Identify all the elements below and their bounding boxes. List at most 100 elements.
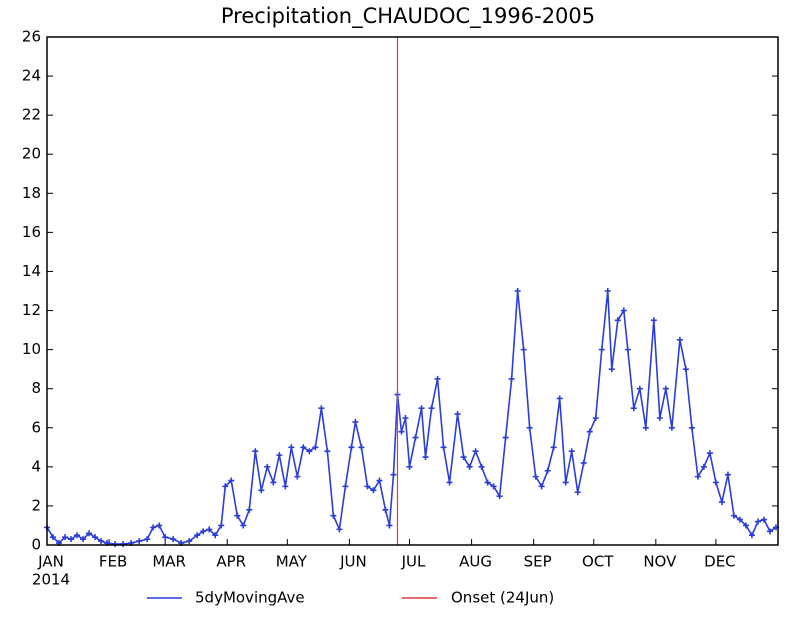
point-marker xyxy=(406,463,413,470)
point-marker xyxy=(276,452,283,459)
point-marker xyxy=(398,428,405,435)
point-marker xyxy=(636,385,643,392)
point-marker xyxy=(544,467,551,474)
point-marker xyxy=(288,444,295,451)
point-marker xyxy=(252,448,259,455)
point-marker xyxy=(502,434,509,441)
point-marker xyxy=(620,307,627,314)
point-marker xyxy=(376,477,383,484)
y-tick-label: 12 xyxy=(22,301,41,319)
point-marker xyxy=(218,522,225,529)
point-marker xyxy=(662,385,669,392)
point-marker xyxy=(562,479,569,486)
point-marker xyxy=(668,424,675,431)
chart-title: Precipitation_CHAUDOC_1996-2005 xyxy=(221,4,595,29)
point-marker xyxy=(200,528,207,535)
point-marker xyxy=(496,493,503,500)
point-marker xyxy=(650,317,657,324)
point-marker xyxy=(630,405,637,412)
point-marker xyxy=(246,506,253,513)
point-marker xyxy=(352,418,359,425)
point-marker xyxy=(754,518,761,525)
point-marker xyxy=(490,483,497,490)
point-marker xyxy=(526,424,533,431)
point-marker xyxy=(656,415,663,421)
point-marker xyxy=(466,463,473,470)
y-tick-label: 6 xyxy=(31,418,41,436)
point-marker xyxy=(342,483,349,490)
point-marker xyxy=(98,538,105,545)
x-tick-label: APR xyxy=(216,553,246,571)
point-marker xyxy=(760,516,767,523)
y-tick-label: 0 xyxy=(31,536,41,554)
point-marker xyxy=(156,522,163,529)
point-marker xyxy=(162,534,169,541)
point-marker xyxy=(144,536,151,543)
point-marker xyxy=(682,366,689,373)
point-marker xyxy=(336,526,343,533)
x-tick-label: MAR xyxy=(152,553,186,571)
point-marker xyxy=(422,454,429,461)
point-marker xyxy=(520,346,527,353)
point-marker xyxy=(598,346,605,353)
point-marker xyxy=(460,454,467,461)
point-marker xyxy=(386,522,393,529)
point-marker xyxy=(604,288,611,294)
x-tick-label: MAY xyxy=(276,553,308,571)
point-marker xyxy=(454,411,461,418)
y-tick-label: 8 xyxy=(31,379,41,397)
x-tick-label: FEB xyxy=(99,553,127,571)
point-marker xyxy=(724,471,731,478)
point-marker xyxy=(234,512,241,519)
plot-frame xyxy=(46,36,779,546)
point-marker xyxy=(318,405,325,412)
point-marker xyxy=(358,444,365,451)
point-marker xyxy=(706,450,713,457)
y-tick-label: 24 xyxy=(22,67,41,85)
point-marker xyxy=(514,288,521,294)
point-marker xyxy=(440,444,447,451)
point-marker xyxy=(700,463,707,470)
point-marker xyxy=(92,534,99,541)
point-marker xyxy=(306,448,313,455)
point-marker xyxy=(212,532,219,539)
point-marker xyxy=(68,536,75,543)
legend-label: 5dyMovingAve xyxy=(195,589,305,607)
point-marker xyxy=(614,317,621,324)
point-marker xyxy=(136,538,143,545)
point-marker xyxy=(556,395,563,402)
point-marker xyxy=(508,375,515,382)
point-marker xyxy=(86,530,93,537)
point-marker xyxy=(282,483,289,490)
point-marker xyxy=(186,538,193,545)
point-marker xyxy=(170,536,177,543)
y-tick-label: 22 xyxy=(22,106,41,124)
legend-label: Onset (24Jun) xyxy=(451,589,554,607)
point-marker xyxy=(270,479,277,486)
point-marker xyxy=(694,473,701,480)
point-marker xyxy=(206,526,213,533)
point-marker xyxy=(748,532,755,539)
point-marker xyxy=(324,448,331,455)
point-marker xyxy=(390,471,397,478)
x-tick-label: NOV xyxy=(643,553,677,571)
point-marker xyxy=(608,366,615,373)
y-tick-label: 20 xyxy=(22,145,41,163)
point-marker xyxy=(382,506,389,513)
point-marker xyxy=(370,487,377,494)
y-tick-label: 16 xyxy=(22,223,41,241)
x-tick-label: DEC xyxy=(704,553,736,571)
y-tick-label: 18 xyxy=(22,184,41,202)
y-tick-label: 4 xyxy=(31,457,41,475)
point-marker xyxy=(712,479,719,486)
point-marker xyxy=(532,473,539,480)
point-marker xyxy=(330,512,337,519)
point-marker xyxy=(550,444,557,451)
y-tick-label: 10 xyxy=(22,340,41,358)
point-marker xyxy=(446,479,453,486)
point-marker xyxy=(222,483,229,490)
x-tick-label: JAN xyxy=(37,553,64,571)
point-marker xyxy=(434,375,441,382)
